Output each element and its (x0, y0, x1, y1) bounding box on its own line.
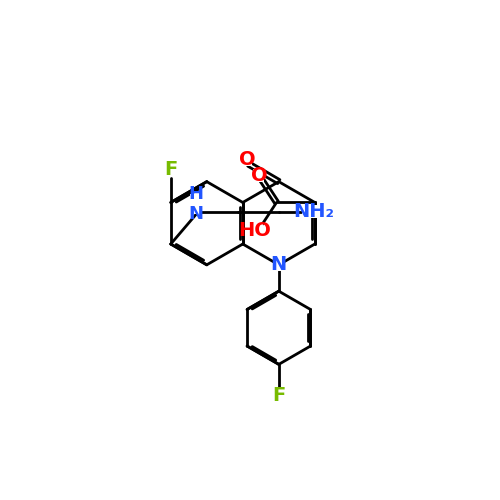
Bar (254, 168, 264, 181)
Bar (166, 164, 176, 176)
Text: H
N: H N (188, 184, 204, 224)
Text: O: O (250, 166, 267, 184)
Text: N: N (270, 256, 287, 274)
Bar (274, 258, 284, 272)
Bar (190, 194, 202, 214)
Bar (302, 205, 326, 218)
Bar (246, 224, 264, 237)
Text: HO: HO (238, 222, 272, 240)
Text: NH₂: NH₂ (294, 202, 335, 221)
Bar (274, 389, 284, 402)
Bar (242, 153, 252, 166)
Text: O: O (238, 150, 255, 169)
Text: F: F (164, 160, 177, 180)
Text: F: F (272, 386, 285, 405)
